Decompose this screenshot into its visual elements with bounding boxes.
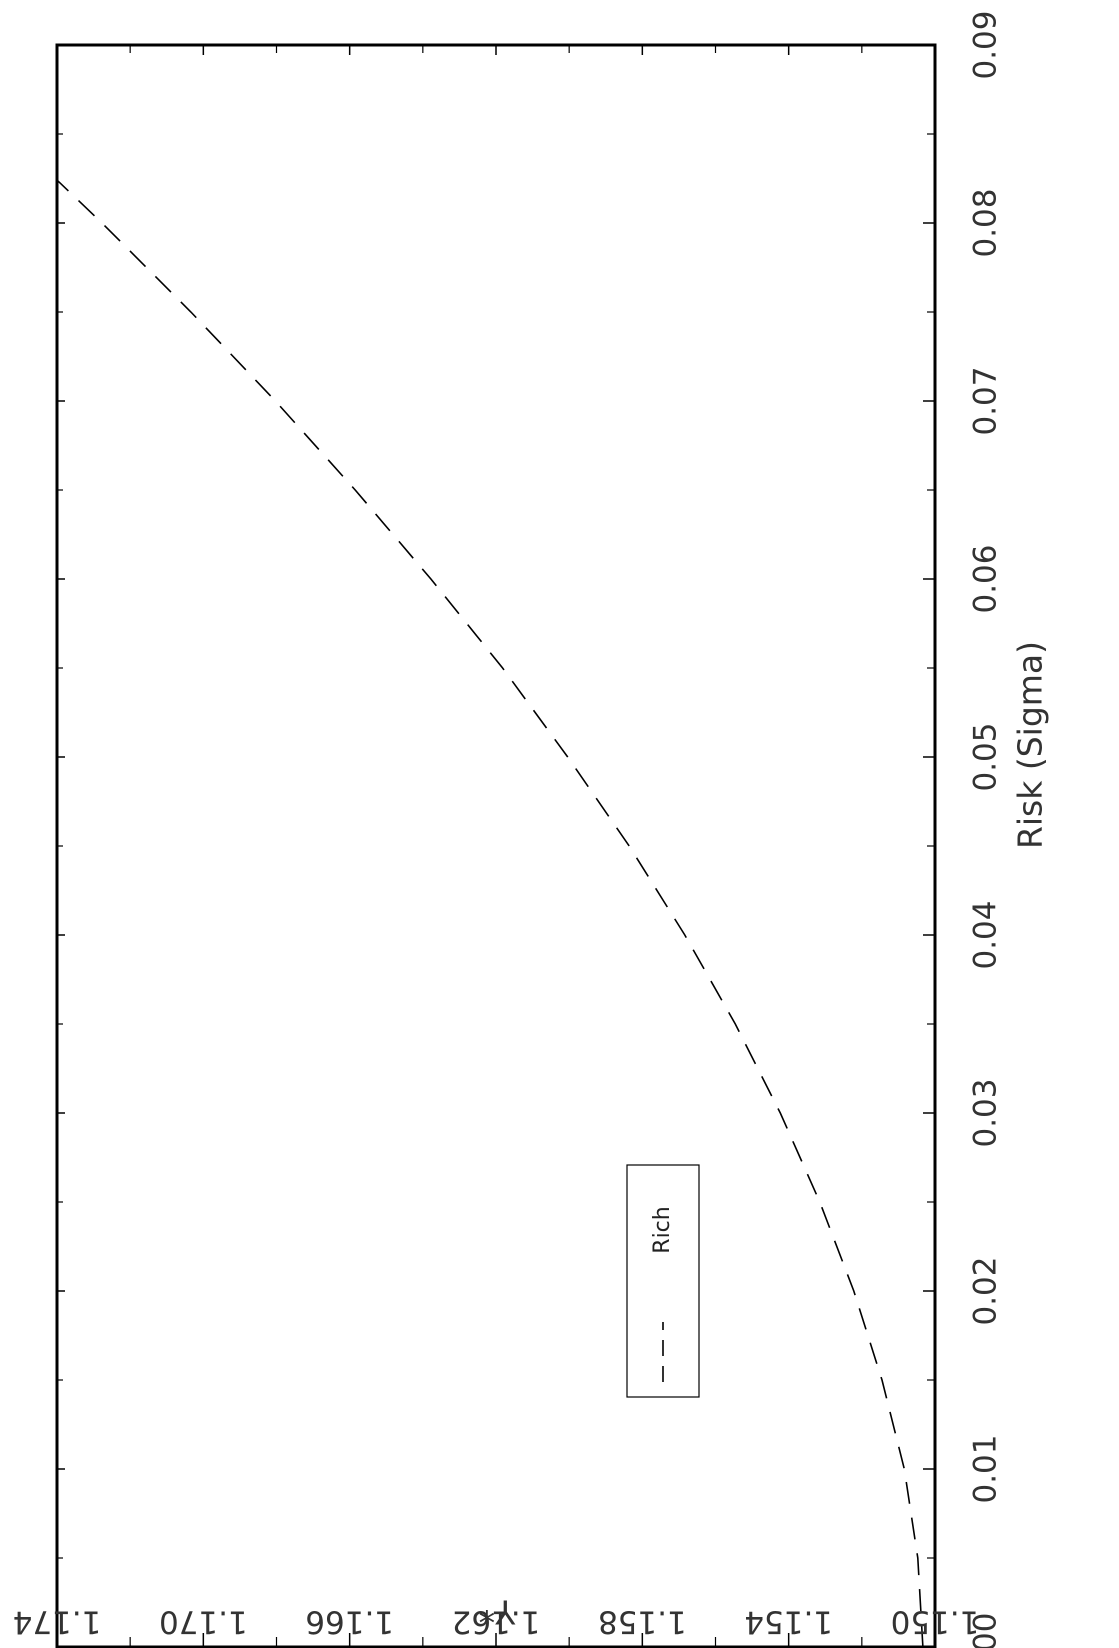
y-tick-label: 1.162 xyxy=(452,1604,541,1640)
x-tick-label: 0.02 xyxy=(968,1256,1004,1325)
axis-ticks xyxy=(56,44,936,1648)
y-tick-label: 1.154 xyxy=(744,1604,833,1640)
plot-frame xyxy=(55,43,937,1648)
y-tick-label: 1.170 xyxy=(159,1604,248,1640)
legend-label: Rich xyxy=(650,1206,675,1253)
y-tick-label: 1.174 xyxy=(13,1604,102,1640)
legend-box xyxy=(626,1164,700,1398)
x-tick-label: 0.05 xyxy=(968,722,1004,791)
x-tick-label: 0.07 xyxy=(968,366,1004,435)
x-tick-label: 0.00 xyxy=(968,1612,1004,1648)
series-line-rich xyxy=(57,178,924,1647)
series-lines xyxy=(57,178,924,1647)
axis-labels: 0.00 0.01 0.02 0.03 0.04 0.05 0.06 0.07 0.08 0.09… xyxy=(13,10,1050,1648)
x-tick-label: 0.03 xyxy=(968,1078,1004,1147)
x-tick-label: 0.06 xyxy=(968,544,1004,613)
x-tick-label: 0.01 xyxy=(968,1434,1004,1503)
legend: Rich xyxy=(626,1164,700,1398)
x-tick-label: 0.08 xyxy=(968,188,1004,257)
y-tick-label: 1.166 xyxy=(305,1604,394,1640)
y-tick-label: 1.158 xyxy=(598,1604,687,1640)
y-axis-title: Y* xyxy=(479,1593,517,1632)
y-tick-label: 1.150 xyxy=(891,1604,980,1640)
x-tick-label: 0.09 xyxy=(968,10,1004,79)
x-tick-label: 0.04 xyxy=(968,900,1004,969)
x-axis-title: Risk (Sigma) xyxy=(1011,641,1050,849)
